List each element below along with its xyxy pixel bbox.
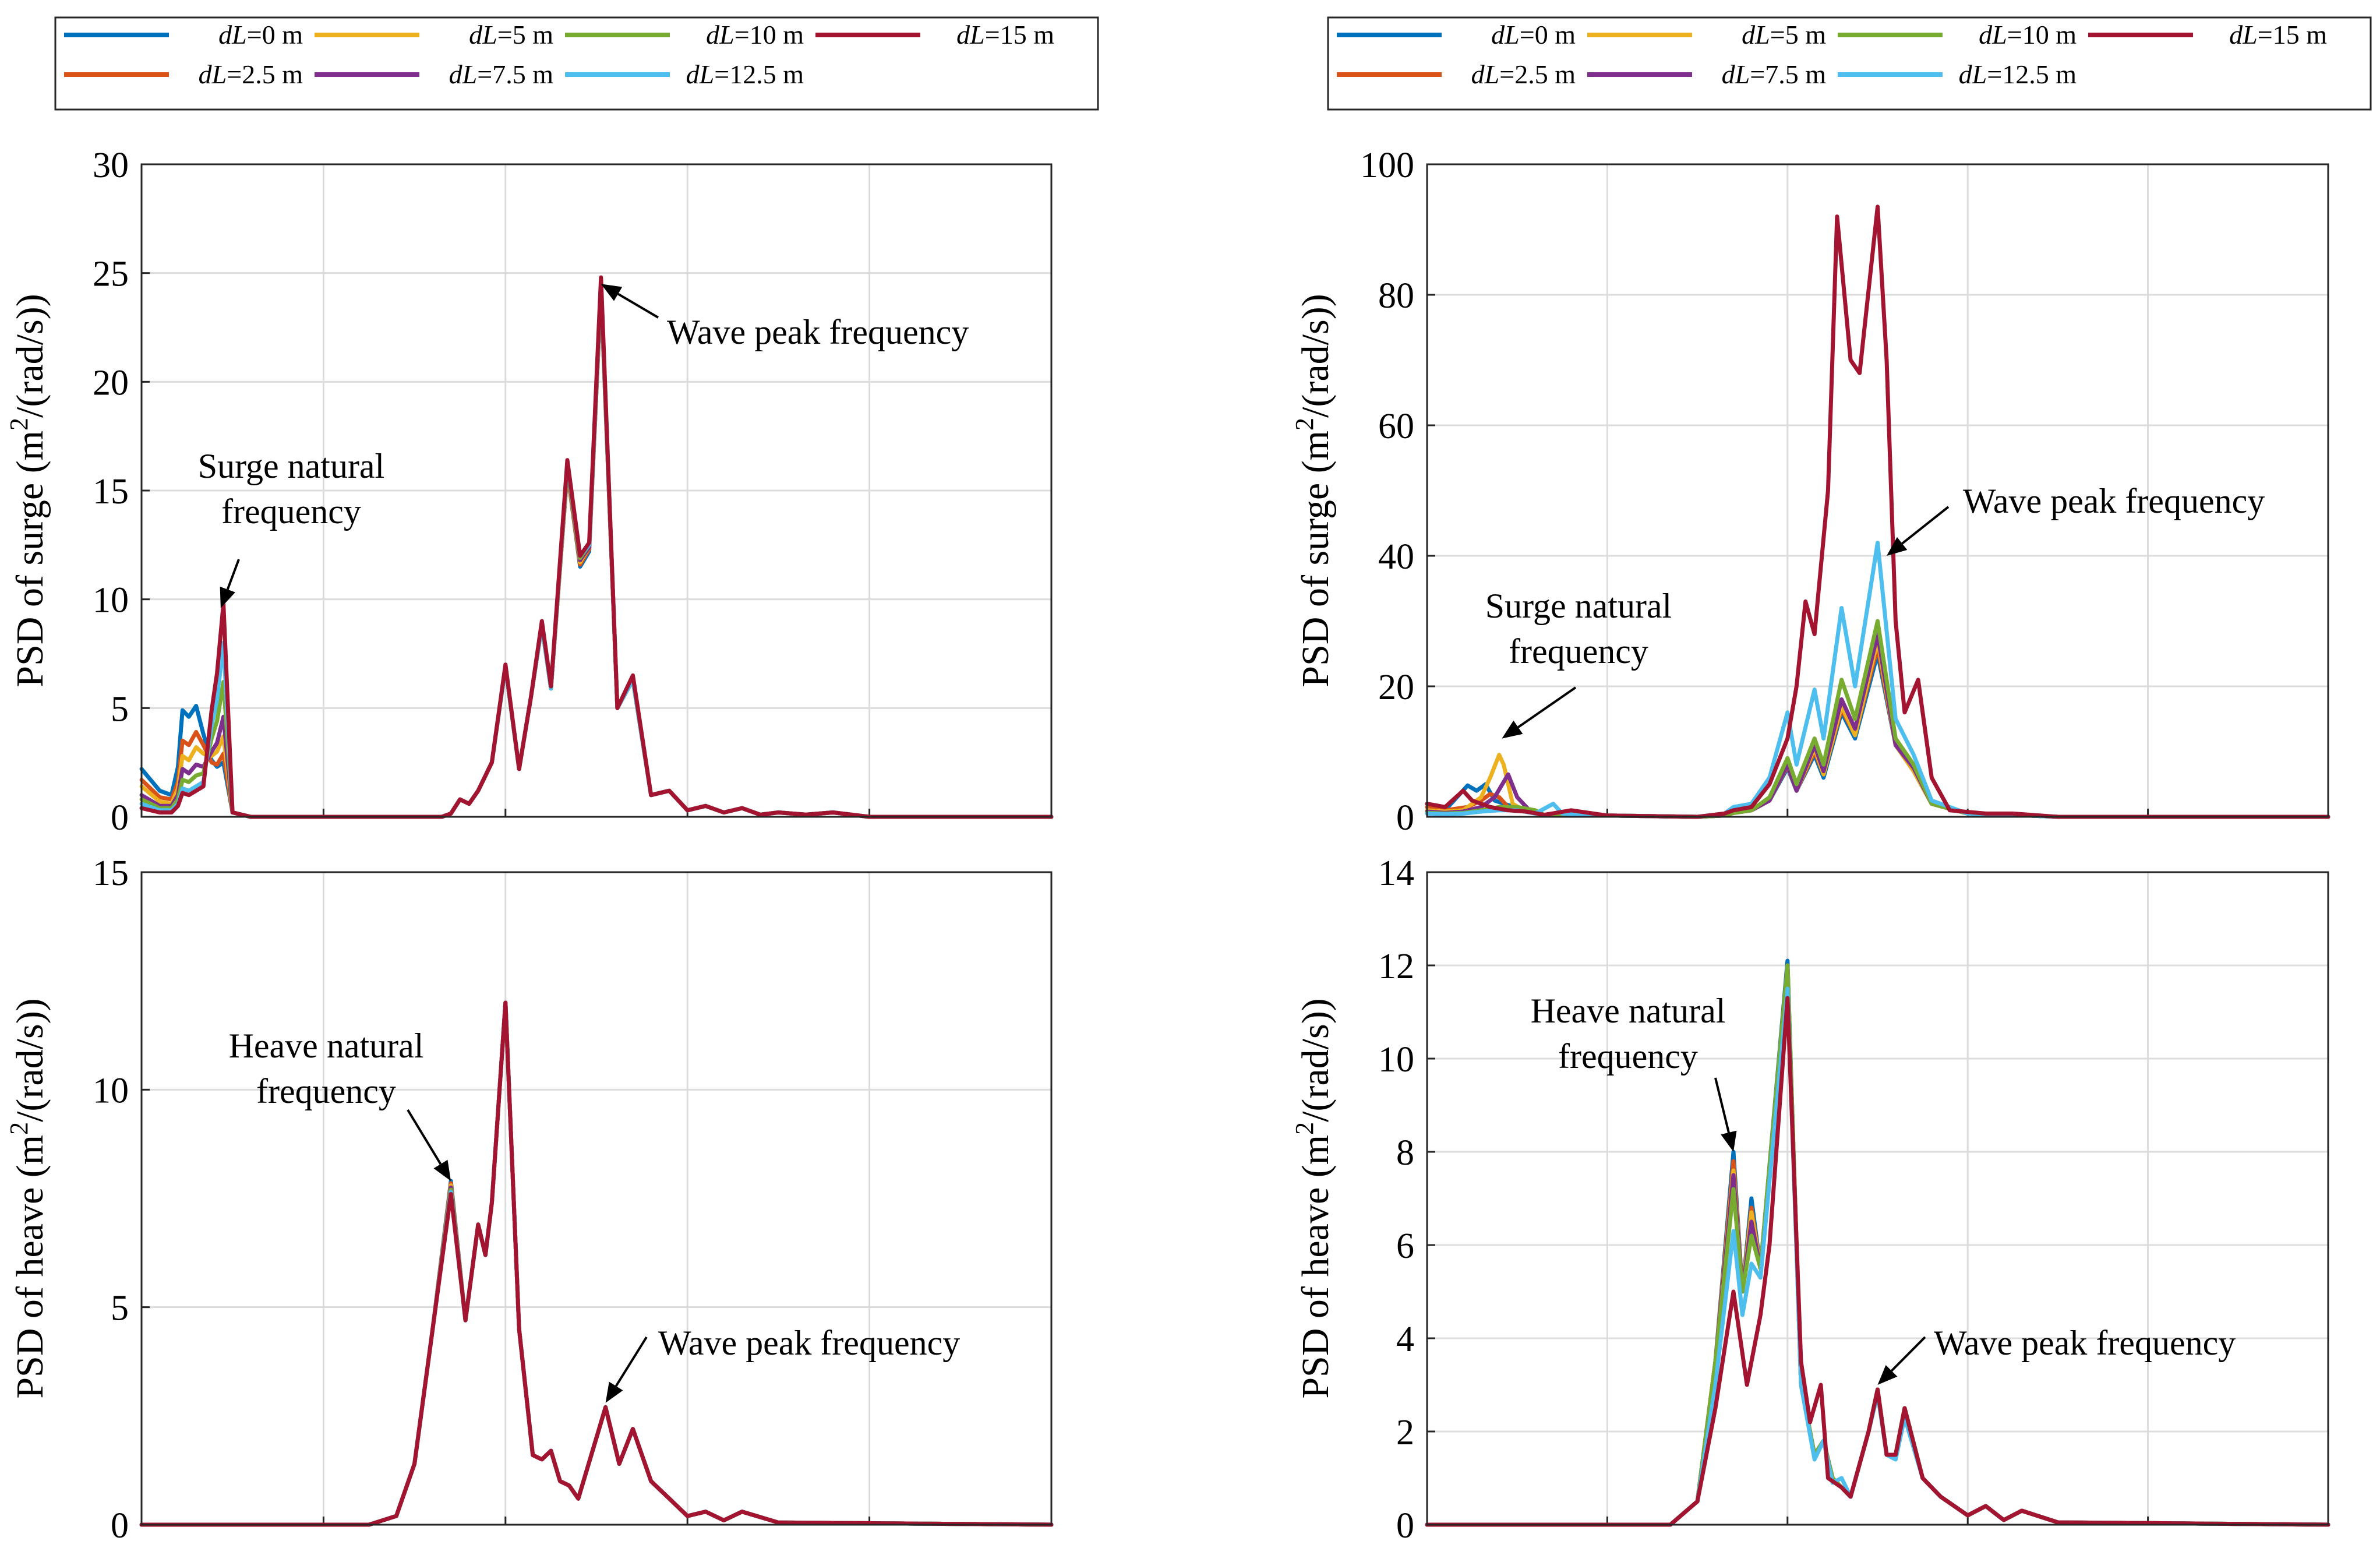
right-heave-ytick-label-7: 14 bbox=[1378, 854, 1414, 893]
left-surge-ytick-label-6: 30 bbox=[93, 146, 129, 185]
right-surge-annotation-arrow-1 bbox=[1901, 506, 1950, 545]
left-surge-ytick-label-2: 10 bbox=[93, 581, 129, 620]
right-surge-ytick-label-3: 60 bbox=[1378, 407, 1414, 446]
right-surge-annotation-1: Wave peak frequency bbox=[1963, 482, 2265, 520]
right-legend-label-5: dL=7.5 m bbox=[1722, 59, 1827, 89]
left-heave-annotation-arrowhead-0 bbox=[433, 1159, 451, 1182]
left-heave-axes-frame bbox=[140, 871, 1053, 1526]
right-surge-axes-frame bbox=[1426, 163, 2329, 818]
left-heave-ytick-label-0: 0 bbox=[111, 1506, 129, 1546]
left-legend-label-3: dL=15 m bbox=[956, 20, 1054, 50]
left-surge-annotation-arrowhead-0 bbox=[220, 586, 235, 608]
left-heave-annotation-0: Heave natural frequency bbox=[229, 1027, 424, 1110]
right-legend-label-4: dL=2.5 m bbox=[1471, 59, 1576, 89]
right-legend-label-1: dL=5 m bbox=[1742, 20, 1826, 50]
left-heave-plot-area bbox=[142, 872, 1051, 1525]
right-surge-ytick-label-5: 100 bbox=[1360, 146, 1414, 185]
right-heave-ytick-label-1: 2 bbox=[1396, 1413, 1414, 1452]
right-heave-plot-area bbox=[1427, 872, 2328, 1525]
panel-left-heave: 0 5 10 15 PSD of heave (m2/(rad/s)) Heave nat… bbox=[5, 854, 1054, 1546]
left-surge-ylabel: PSD of surge (m2/(rad/s)) bbox=[5, 294, 51, 687]
right-surge-ytick-label-1: 20 bbox=[1378, 668, 1414, 707]
left-surge-ytick-label-0: 0 bbox=[111, 798, 129, 838]
right-heave-ylabel: PSD of heave (m2/(rad/s)) bbox=[1290, 998, 1337, 1398]
right-surge-plot-area bbox=[1427, 164, 2328, 817]
panel-right-heave: 0 2 4 6 8 10 12 14 PSD of heave (m2/(rad/s)) Heav… bbox=[1290, 854, 2330, 1546]
left-surge-annotation-0: Surge natural frequency bbox=[198, 447, 384, 531]
right-heave-ytick-label-5: 10 bbox=[1378, 1040, 1414, 1080]
left-legend-label-2: dL=10 m bbox=[706, 20, 804, 50]
right-heave-ytick-label-4: 8 bbox=[1396, 1133, 1414, 1173]
left-heave-series-dl-15-m bbox=[139, 1000, 1054, 1527]
left-legend-label-5: dL=7.5 m bbox=[449, 59, 554, 89]
right-surge-annotation-arrowhead-1 bbox=[1886, 537, 1908, 556]
legend-left: dL=0 m dL=5 m dL=10 m dL=15 m dL=2.5 m dL=7.5… bbox=[54, 16, 1099, 111]
right-surge-ytick-label-2: 40 bbox=[1378, 537, 1414, 577]
panel-right-surge: 0 20 40 60 80 100 PSD of surge (m2/(rad/s)) Sur… bbox=[1290, 146, 2330, 838]
legend-right: dL=0 m dL=5 m dL=10 m dL=15 m dL=2.5 m dL=7.5… bbox=[1327, 16, 2372, 111]
right-surge-annotation-arrowhead-0 bbox=[1502, 720, 1523, 739]
left-surge-ytick-label-4: 20 bbox=[93, 363, 129, 403]
left-surge-annotation-arrow-1 bbox=[617, 292, 659, 319]
left-legend-label-4: dL=2.5 m bbox=[199, 59, 303, 89]
right-heave-annotation-arrowhead-1 bbox=[1877, 1365, 1898, 1385]
right-surge-annotation-arrow-0 bbox=[1517, 686, 1577, 728]
left-surge-ytick-label-1: 5 bbox=[111, 689, 129, 729]
left-heave-ytick-label-1: 5 bbox=[111, 1289, 129, 1328]
right-legend-label-0: dL=0 m bbox=[1491, 20, 1576, 50]
left-surge-axes-frame bbox=[140, 163, 1053, 818]
panel-left-surge: 0 5 10 15 20 25 30 PSD of surge (m2/(rad/s)) Sur… bbox=[5, 146, 1054, 838]
right-heave-ytick-label-0: 0 bbox=[1396, 1506, 1414, 1546]
left-heave-annotation-arrow-0 bbox=[407, 1109, 442, 1165]
right-legend-label-2: dL=10 m bbox=[1979, 20, 2077, 50]
right-heave-axes-frame bbox=[1426, 871, 2329, 1526]
right-heave-annotation-arrow-0 bbox=[1714, 1077, 1730, 1133]
right-surge-annotation-0: Surge natural frequency bbox=[1485, 587, 1672, 671]
right-surge-ylabel: PSD of surge (m2/(rad/s)) bbox=[1290, 294, 1337, 687]
left-heave-annotation-arrowhead-1 bbox=[605, 1381, 623, 1403]
left-surge-annotation-arrow-0 bbox=[226, 559, 240, 590]
right-surge-series-dl-10-m bbox=[1425, 619, 2330, 819]
left-legend-label-0: dL=0 m bbox=[218, 20, 303, 50]
left-surge-ytick-label-3: 15 bbox=[93, 472, 129, 512]
right-heave-annotation-1: Wave peak frequency bbox=[1934, 1324, 2236, 1362]
right-heave-annotation-arrowhead-0 bbox=[1721, 1130, 1737, 1152]
right-legend-label-6: dL=12.5 m bbox=[1959, 59, 2077, 89]
left-heave-ytick-label-3: 15 bbox=[93, 854, 129, 893]
left-heave-ytick-label-2: 10 bbox=[93, 1071, 129, 1110]
left-heave-ylabel: PSD of heave (m2/(rad/s)) bbox=[5, 998, 51, 1398]
left-surge-ytick-label-5: 25 bbox=[93, 255, 129, 294]
left-heave-annotation-arrow-1 bbox=[615, 1336, 648, 1387]
left-legend-label-6: dL=12.5 m bbox=[686, 59, 804, 89]
left-surge-annotation-arrowhead-1 bbox=[601, 284, 623, 301]
right-heave-annotation-arrow-1 bbox=[1891, 1336, 1926, 1372]
left-surge-series-dl-15-m bbox=[139, 275, 1054, 819]
right-heave-ytick-label-2: 4 bbox=[1396, 1320, 1414, 1359]
right-heave-ytick-label-6: 12 bbox=[1378, 947, 1414, 986]
right-surge-series-dl-15-m bbox=[1425, 204, 2330, 819]
left-legend-label-1: dL=5 m bbox=[469, 20, 553, 50]
right-surge-ytick-label-4: 80 bbox=[1378, 276, 1414, 316]
right-surge-ytick-label-0: 0 bbox=[1396, 798, 1414, 838]
right-heave-ytick-label-3: 6 bbox=[1396, 1226, 1414, 1266]
left-surge-annotation-1: Wave peak frequency bbox=[667, 313, 969, 351]
right-heave-series-dl-15-m bbox=[1425, 996, 2330, 1527]
right-legend-label-3: dL=15 m bbox=[2229, 20, 2327, 50]
left-heave-annotation-1: Wave peak frequency bbox=[658, 1324, 960, 1362]
right-heave-annotation-0: Heave natural frequency bbox=[1531, 992, 1726, 1076]
